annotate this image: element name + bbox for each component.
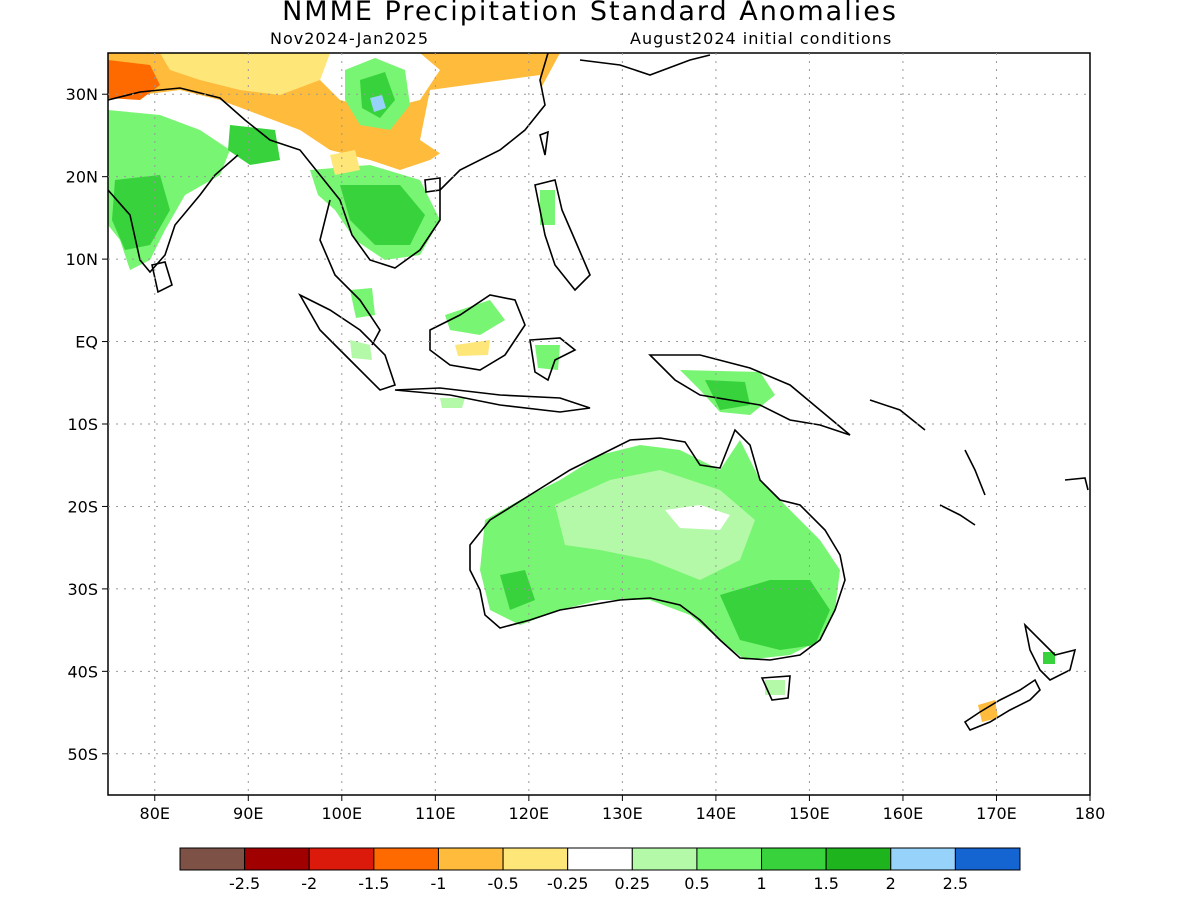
- initial-conditions: August2024 initial conditions: [630, 29, 893, 48]
- lat-tick-label: 10N: [66, 250, 98, 269]
- himalaya-dry-patch: [108, 60, 160, 100]
- colorbar-swatch: [244, 847, 310, 871]
- china-very-wet-spot: [370, 95, 386, 112]
- forecast-period: Nov2024-Jan2025: [270, 29, 429, 48]
- colorbar-swatch: [502, 847, 569, 871]
- lat-lon-grid: [108, 53, 1090, 795]
- india-wet-core: [112, 175, 170, 250]
- colorbar: -2.5 -2 -1.5 -1 -0.5 -0.25 0.25 0.5 1 1.5 2 2.5: [179, 847, 1021, 893]
- lon-tick-label: 120E: [509, 804, 550, 823]
- lon-tick-label: 80E: [140, 804, 170, 823]
- colorbar-swatch: [954, 847, 1021, 871]
- lon-tick-label: 110E: [415, 804, 456, 823]
- lon-tick-label: 170E: [976, 804, 1017, 823]
- australia-coastline: [469, 428, 846, 661]
- australia-moderate-area: [555, 470, 755, 580]
- java: [394, 387, 591, 413]
- tasmania-wet: [765, 680, 785, 695]
- indochina-dry-patch: [330, 150, 360, 175]
- colorbar-swatch: [696, 847, 763, 871]
- colorbar-label: 2.5: [943, 874, 968, 893]
- colorbar-label: 2: [886, 874, 896, 893]
- colorbar-swatch: [373, 847, 439, 871]
- map-title: NMME Precipitation Standard Anomalies: [282, 0, 898, 27]
- sri-lanka: [151, 261, 173, 294]
- lon-tick-label: 150E: [789, 804, 830, 823]
- lat-tick-label: 20S: [67, 497, 98, 516]
- colorbar-label: -0.5: [487, 874, 518, 893]
- colorbar-label: 0.25: [614, 874, 650, 893]
- borneo: [429, 294, 526, 371]
- colorbar-swatch: [761, 847, 827, 871]
- anomaly-shading: [108, 53, 1055, 722]
- japan-coast: [579, 54, 711, 76]
- tibet-dry-patch: [160, 53, 330, 95]
- china-wet-core: [360, 72, 395, 118]
- nz-dry-patch: [978, 700, 998, 722]
- colorbar-label: -2: [301, 874, 317, 893]
- australia-southeast-wet: [720, 580, 830, 650]
- philippines: [534, 179, 591, 292]
- lon-tick-label: 130E: [602, 804, 643, 823]
- hainan: [424, 177, 441, 193]
- australia-neutral-patch: [665, 505, 730, 530]
- new-guinea: [648, 354, 851, 436]
- lon-tick-label: 100E: [321, 804, 362, 823]
- colorbar-swatch: [437, 847, 504, 871]
- malay-peninsula: [319, 199, 381, 346]
- australia-west-wet: [500, 570, 535, 610]
- taiwan: [539, 130, 549, 156]
- colorbar-swatch: [890, 847, 956, 871]
- philippines-wet: [540, 190, 555, 225]
- india-coastline: [108, 154, 239, 274]
- new-guinea-wet-core: [705, 380, 750, 410]
- lat-tick-label: 50S: [67, 745, 98, 764]
- colorbar-label: 1.5: [813, 874, 838, 893]
- lon-tick-label: 180: [1075, 804, 1106, 823]
- colorbar-swatch: [631, 847, 698, 871]
- nz-south-island: [963, 678, 1041, 731]
- asia-coastline: [108, 53, 549, 269]
- colorbar-label: 1: [756, 874, 766, 893]
- colorbar-label: 0.5: [684, 874, 709, 893]
- plot-frame: [107, 52, 1091, 796]
- sulawesi-wet: [535, 345, 560, 370]
- bangladesh-wet: [228, 125, 280, 165]
- nz-wet-patch: [1043, 652, 1055, 664]
- lat-tick-label: 10S: [67, 415, 98, 434]
- sulawesi: [529, 337, 577, 382]
- colorbar-label: -2.5: [229, 874, 260, 893]
- sumatra-wet: [350, 340, 372, 360]
- colorbar-swatch: [825, 847, 892, 871]
- vanuatu: [964, 449, 986, 496]
- lat-tick-label: 40S: [67, 662, 98, 681]
- lon-tick-label: 90E: [233, 804, 263, 823]
- tasmania: [760, 675, 791, 701]
- lat-tick-label: EQ: [75, 333, 98, 352]
- colorbar-label: -1: [430, 874, 446, 893]
- colorbar-label: -1.5: [358, 874, 389, 893]
- axis-tick-labels: 80E 90E 100E 110E 120E 130E 140E 150E 160E 170E 18…: [66, 85, 1106, 823]
- fiji: [1064, 477, 1089, 491]
- java-wet: [440, 398, 465, 408]
- colorbar-swatch: [567, 847, 633, 871]
- colorbar-swatch: [179, 847, 246, 871]
- solomon-islands: [869, 399, 926, 431]
- lat-tick-label: 30N: [66, 85, 98, 104]
- lat-tick-label: 30S: [67, 580, 98, 599]
- colorbar-label: -0.25: [547, 874, 588, 893]
- coastlines: [108, 53, 1089, 731]
- sumatra: [297, 293, 397, 391]
- lat-tick-label: 20N: [66, 168, 98, 187]
- colorbar-swatch: [308, 847, 375, 871]
- new-caledonia: [939, 504, 976, 526]
- indochina-wet-core: [340, 185, 425, 245]
- lon-tick-label: 140E: [696, 804, 737, 823]
- nz-north-island: [1023, 622, 1077, 681]
- borneo-dry: [455, 340, 490, 356]
- lon-tick-label: 160E: [883, 804, 924, 823]
- borneo-wet: [445, 300, 505, 335]
